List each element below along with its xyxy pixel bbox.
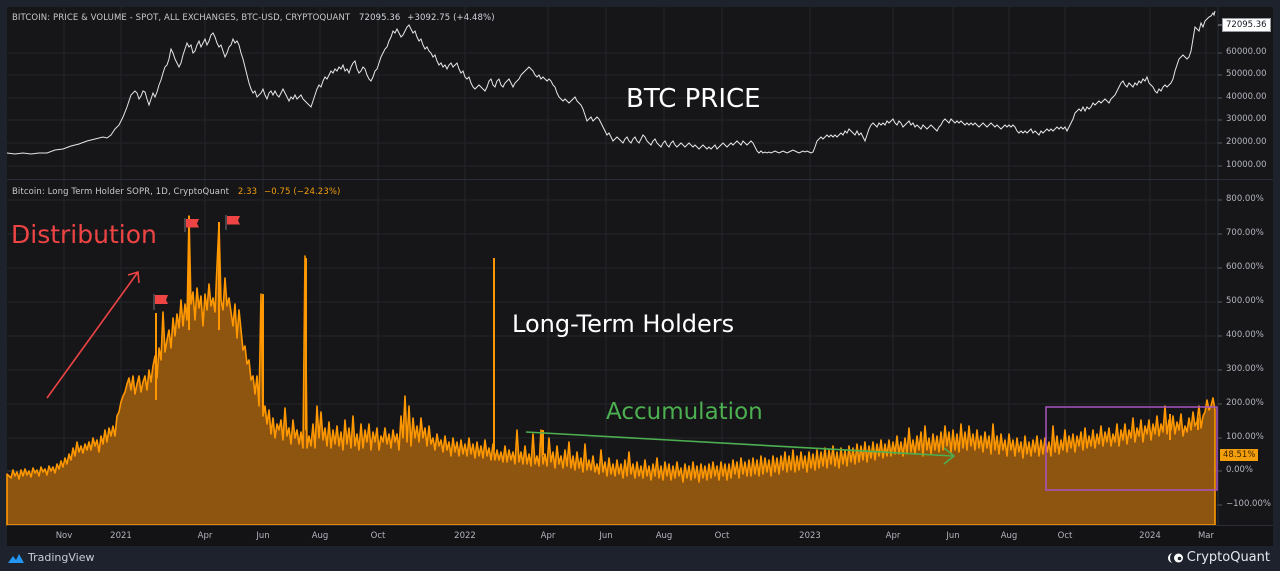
x-tick: 2023 <box>799 531 821 541</box>
x-tick: Apr <box>885 531 901 541</box>
x-tick: Oct <box>714 531 730 541</box>
y-tick: 400.00% <box>1226 330 1264 340</box>
sopr-pane[interactable]: Bitcoin: Long Term Holder SOPR, 1D, Cryp… <box>6 180 1273 526</box>
price-legend-change: +3092.75 (+4.48%) <box>407 13 495 23</box>
y-tick: 50000.00 <box>1226 69 1267 79</box>
long-term-holders-annotation: Long-Term Holders <box>512 310 735 338</box>
price-legend-title: BITCOIN: PRICE & VOLUME - SPOT, ALL EXCH… <box>12 13 351 23</box>
y-tick: 600.00% <box>1226 262 1264 272</box>
y-tick: 30000.00 <box>1226 114 1267 124</box>
last-value-tag: 48.51% <box>1220 449 1259 461</box>
sopr-area <box>6 215 1216 526</box>
y-tick: 40000.00 <box>1226 92 1267 102</box>
y-tick: 10000.00 <box>1226 160 1267 170</box>
x-tick: Oct <box>1057 531 1073 541</box>
y-tick: 300.00% <box>1226 364 1264 374</box>
price-legend: BITCOIN: PRICE & VOLUME - SPOT, ALL EXCH… <box>12 13 495 23</box>
distribution-arrow <box>46 270 140 399</box>
x-tick: Nov <box>55 531 73 541</box>
chart-frame: BITCOIN: PRICE & VOLUME - SPOT, ALL EXCH… <box>6 7 1273 546</box>
x-tick: Jun <box>946 531 960 541</box>
y-tick: 0.00% <box>1226 465 1254 475</box>
distribution-annotation: Distribution <box>11 220 157 249</box>
price-grid <box>6 7 1222 179</box>
x-tick: Oct <box>370 531 386 541</box>
sopr-legend-value: 2.33 <box>237 187 258 197</box>
accumulation-arrow <box>525 431 956 465</box>
flag-icon <box>184 218 199 232</box>
y-tick: 800.00% <box>1226 194 1264 204</box>
x-tick: 2021 <box>110 531 132 541</box>
sopr-legend: Bitcoin: Long Term Holder SOPR, 1D, Cryp… <box>12 187 340 197</box>
x-tick: Apr <box>540 531 556 541</box>
y-tick: 60000.00 <box>1226 47 1267 57</box>
y-tick: −100.00% <box>1226 499 1271 509</box>
last-price-tag: 72095.36 <box>1222 18 1271 32</box>
sopr-spikes <box>155 216 1199 455</box>
flag-icon <box>225 215 240 230</box>
x-tick: 2024 <box>1139 531 1161 541</box>
flag-icon <box>153 294 168 310</box>
x-tick: 2022 <box>454 531 476 541</box>
x-axis[interactable]: Nov 2021 Apr Jun Aug Oct 2022 Apr Jun Au… <box>7 525 1273 546</box>
cryptoquant-logo-icon <box>1167 552 1183 563</box>
y-tick: 500.00% <box>1226 296 1264 306</box>
y-tick: 20000.00 <box>1226 137 1267 147</box>
x-tick: Jun <box>599 531 613 541</box>
sopr-chart <box>6 180 1222 526</box>
btc-price-annotation: BTC PRICE <box>626 84 761 114</box>
cryptoquant-branding[interactable]: CryptoQuant <box>1167 550 1270 565</box>
y-tick: 200.00% <box>1226 398 1264 408</box>
price-pane[interactable]: BITCOIN: PRICE & VOLUME - SPOT, ALL EXCH… <box>6 7 1273 180</box>
accumulation-annotation: Accumulation <box>606 399 763 425</box>
price-line <box>6 10 1216 155</box>
cryptoquant-label: CryptoQuant <box>1186 550 1270 565</box>
tradingview-branding[interactable]: TradingView <box>8 551 94 564</box>
x-tick: Jun <box>256 531 270 541</box>
highlight-box <box>1045 406 1218 491</box>
price-legend-value: 72095.36 <box>359 13 401 23</box>
x-tick: Apr <box>197 531 213 541</box>
tradingview-logo-icon <box>8 553 24 563</box>
sopr-legend-title: Bitcoin: Long Term Holder SOPR, 1D, Cryp… <box>12 187 230 197</box>
y-tick: 700.00% <box>1226 228 1264 238</box>
x-tick: Aug <box>1000 531 1018 541</box>
sopr-legend-change: −0.75 (−24.23%) <box>264 187 341 197</box>
x-tick: Aug <box>311 531 329 541</box>
tradingview-label: TradingView <box>28 551 95 564</box>
y-tick: 100.00% <box>1226 432 1264 442</box>
x-tick: Aug <box>655 531 673 541</box>
x-tick: Mar <box>1197 531 1215 541</box>
